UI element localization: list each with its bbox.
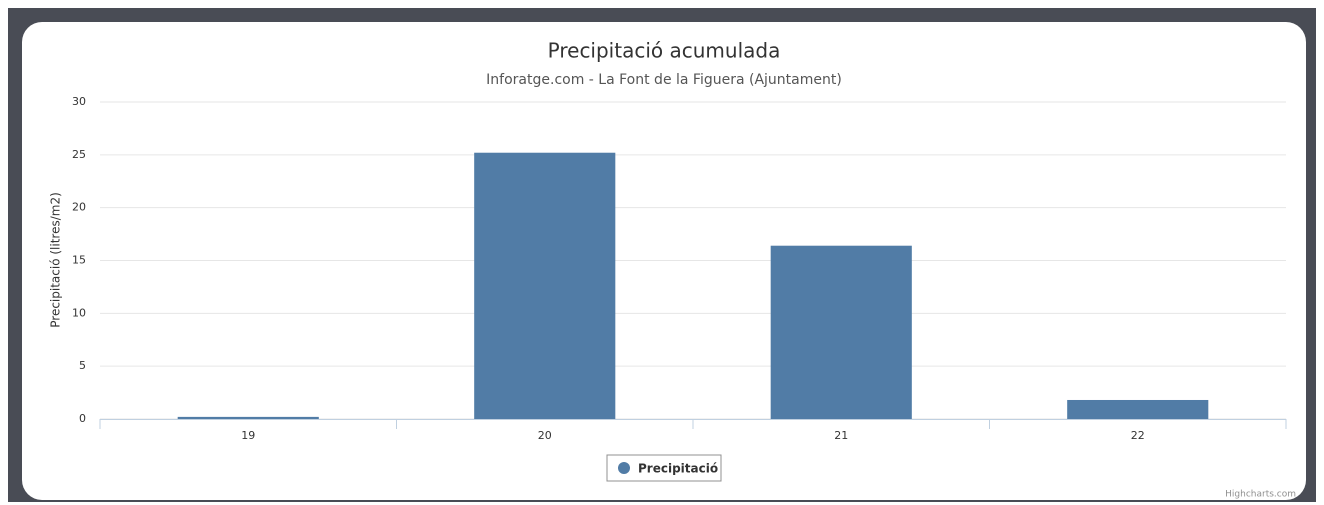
y-axis-label: Precipitació (litres/m2) (49, 192, 63, 328)
y-tick-label: 20 (72, 201, 86, 214)
credits: Highcharts.com (1225, 490, 1296, 500)
chart-title: Precipitació acumulada (548, 39, 781, 63)
y-tick-label: 25 (72, 148, 86, 161)
y-tick-label: 30 (72, 95, 86, 108)
y-tick-label: 15 (72, 254, 86, 267)
chart-subtitle: Inforatge.com - La Font de la Figuera (A… (486, 72, 842, 88)
bar (1067, 399, 1209, 419)
bar (177, 416, 319, 419)
x-tick-label: 21 (834, 429, 848, 442)
x-tick-label: 20 (538, 429, 552, 442)
y-tick-label: 5 (79, 359, 86, 372)
x-tick-label: 19 (241, 429, 255, 442)
y-tick-label: 0 (79, 412, 86, 425)
x-tick-label: 22 (1131, 429, 1145, 442)
bar (474, 152, 616, 419)
legend-label: Precipitació (638, 462, 718, 476)
legend-marker (618, 462, 630, 474)
bar (770, 245, 912, 419)
y-tick-label: 10 (72, 306, 86, 319)
